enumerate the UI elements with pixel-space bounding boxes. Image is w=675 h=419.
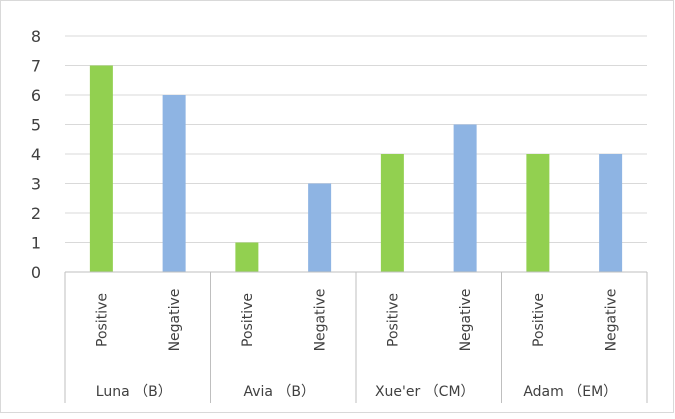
bar-adam-positive — [526, 154, 550, 272]
x-tick-label-negative: Negative — [167, 289, 183, 352]
labels: 0 1 2 3 4 5 6 7 8 Positive Negative Luna （B） Positiv… — [31, 27, 620, 400]
y-tick-label: 1 — [31, 234, 41, 253]
gridlines — [65, 35, 647, 243]
x-tick-label-positive: Positive — [385, 293, 401, 347]
bar-avia-negative — [308, 183, 332, 272]
bars — [89, 65, 623, 272]
group-label: Avia （B） — [243, 384, 315, 400]
bar-xue'er-positive — [380, 154, 404, 272]
y-tick-label: 5 — [31, 116, 41, 135]
axes — [64, 271, 648, 403]
bar-adam-negative — [599, 154, 623, 272]
bar-avia-positive — [235, 242, 259, 272]
group-label: Xue'er （CM） — [375, 384, 475, 400]
x-tick-label-positive: Positive — [240, 293, 256, 347]
x-tick-label-negative: Negative — [313, 289, 329, 352]
x-tick-label-negative: Negative — [604, 289, 620, 352]
y-tick-label: 2 — [31, 204, 41, 223]
x-tick-label-negative: Negative — [458, 289, 474, 352]
group-label: Adam （EM） — [523, 384, 617, 400]
bar-xue'er-negative — [453, 124, 477, 272]
y-tick-label: 7 — [31, 57, 41, 76]
x-tick-label-positive: Positive — [94, 293, 110, 347]
bar-luna-positive — [89, 65, 113, 272]
group-label: Luna （B） — [96, 384, 172, 400]
y-tick-label: 4 — [31, 145, 41, 164]
y-tick-label: 3 — [31, 175, 41, 194]
x-tick-label-positive: Positive — [531, 293, 547, 347]
y-tick-label: 8 — [31, 27, 41, 46]
bar-luna-negative — [162, 95, 186, 272]
y-tick-label: 0 — [31, 263, 41, 282]
y-tick-label: 6 — [31, 86, 41, 105]
